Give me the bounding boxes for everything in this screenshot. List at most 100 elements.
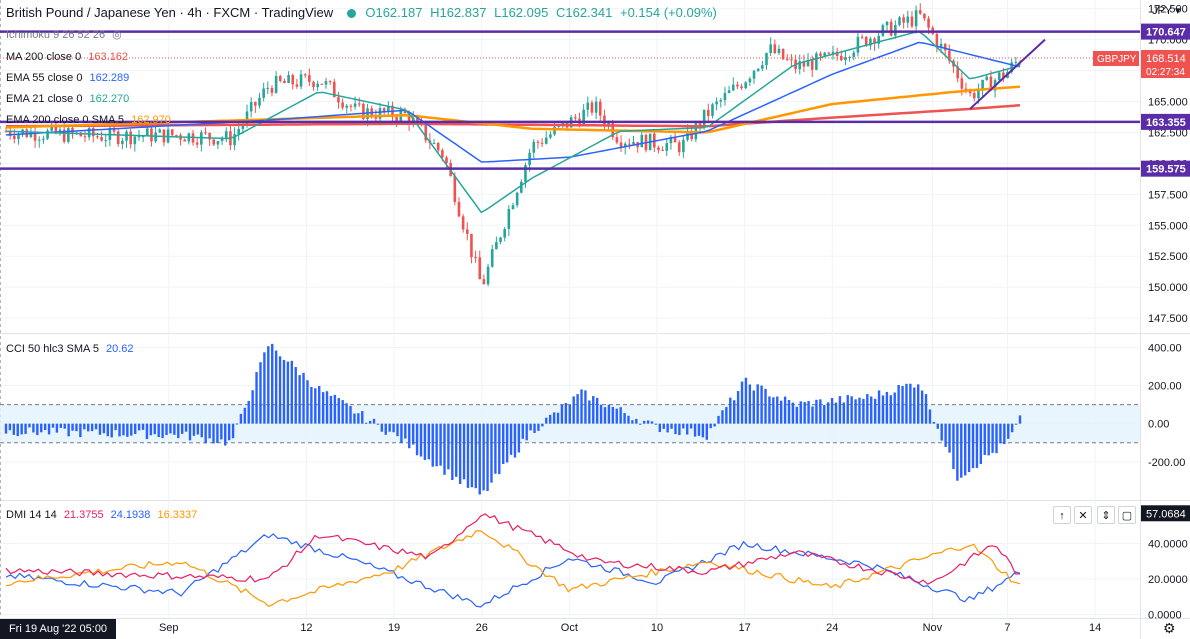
cci-bar: [169, 423, 172, 434]
candle-body: [195, 142, 199, 145]
cci-bar: [505, 423, 509, 463]
cci-bar: [756, 384, 759, 424]
pane-maximize-icon[interactable]: ▢: [1118, 506, 1136, 524]
candle-body: [308, 75, 311, 82]
candle-body: [752, 70, 756, 79]
cci-bar: [470, 423, 474, 488]
cci-bar: [423, 423, 427, 460]
cci-bar: [940, 423, 943, 441]
candle-body: [515, 192, 519, 206]
candle-body: [13, 135, 16, 139]
cci-bar: [545, 417, 548, 424]
pane-close-icon[interactable]: ✕: [1074, 506, 1092, 524]
candle-body: [736, 84, 739, 87]
cci-bar: [639, 423, 642, 425]
dmi-legend[interactable]: DMI 14 14 21.3755 24.1938 16.3337: [6, 509, 198, 521]
cci-bar: [678, 423, 681, 436]
candle-body: [495, 241, 498, 250]
cci-bar: [110, 423, 113, 438]
cci-bar: [623, 413, 626, 424]
candle-body: [407, 113, 411, 125]
dmi-minus-line: [5, 530, 1021, 608]
indicator-ma200[interactable]: MA 200 close 0 163.162: [6, 51, 129, 63]
candle-body: [170, 129, 174, 136]
cci-tick-label: 0.00: [1148, 419, 1169, 431]
candle-body: [894, 25, 897, 36]
candle-body: [470, 233, 473, 258]
cci-bar: [137, 423, 141, 431]
time-tick-label: 19: [388, 622, 400, 634]
currency-dropdown[interactable]: JPY ▾: [1152, 5, 1181, 17]
start-date-badge: Fri 19 Aug '22 05:00: [0, 619, 116, 639]
eye-off-icon[interactable]: ◎: [112, 29, 122, 41]
cci-bar: [71, 423, 74, 431]
candle-body: [254, 102, 257, 106]
cci-bar: [177, 423, 180, 439]
candle-body: [665, 143, 669, 151]
cci-bar: [654, 423, 658, 425]
gear-icon[interactable]: ⚙: [1163, 620, 1176, 636]
candle-body: [104, 139, 108, 141]
cci-bar: [231, 423, 235, 439]
cci-bar: [400, 423, 403, 444]
dmi-tick-label: 40.0000: [1148, 539, 1188, 551]
pane-collapse-icon[interactable]: ⇕: [1097, 506, 1115, 524]
cci-bar: [486, 423, 489, 491]
candle-body: [303, 74, 307, 76]
cci-bar: [866, 394, 869, 424]
ohlc-open: O162.187: [365, 5, 423, 20]
indicator-ema55[interactable]: EMA 55 close 0 162.289: [6, 72, 130, 84]
candle-body: [964, 88, 968, 91]
level-price-label: 170.647: [1146, 27, 1186, 39]
cci-bar: [920, 390, 924, 424]
cci-legend[interactable]: CCI 50 hlc3 SMA 5 20.62: [6, 343, 134, 355]
cci-bar: [913, 387, 916, 424]
cci-bar: [697, 423, 701, 436]
cci-bar: [333, 394, 337, 424]
candle-body: [972, 93, 976, 99]
cci-bar: [682, 423, 685, 429]
cci-bar: [791, 402, 795, 424]
candle-body: [877, 35, 881, 44]
cci-bar: [380, 423, 384, 432]
cci-bar: [149, 423, 153, 436]
cci-bar: [98, 423, 102, 435]
candle-body: [532, 141, 536, 153]
cci-bar: [611, 406, 615, 424]
cci-bar: [509, 423, 513, 455]
cci-bar: [235, 423, 239, 425]
pane-move-up-icon[interactable]: ↑: [1053, 506, 1071, 524]
cci-bar: [533, 423, 536, 433]
candle-body: [582, 109, 585, 125]
candle-body: [145, 128, 149, 137]
cci-bar: [607, 404, 611, 424]
dmi-tick-label: 0.0000: [1148, 609, 1182, 621]
last-price-label: 168.514: [1146, 53, 1186, 65]
cci-bar: [122, 423, 125, 436]
cci-bar: [36, 423, 39, 436]
cci-bar: [846, 395, 849, 424]
indicator-ichimoku[interactable]: Ichimoku 9 26 52 26 ◎: [6, 29, 122, 41]
cci-bar: [255, 372, 258, 424]
cci-bar: [184, 423, 188, 432]
cci-bar: [870, 396, 873, 424]
candle-body: [603, 115, 606, 126]
candle-body: [403, 110, 407, 114]
candle-body: [116, 131, 120, 145]
price-tick-label: 152.500: [1148, 251, 1188, 263]
candle-body: [889, 21, 893, 36]
cci-bar: [28, 423, 31, 428]
time-tick-label: 14: [1089, 622, 1101, 634]
candle-body: [341, 102, 344, 108]
cci-bar: [321, 392, 325, 424]
cci-bar: [956, 423, 959, 481]
indicator-ema200-sma[interactable]: EMA 200 close 0 SMA 5 162.970: [6, 114, 171, 126]
cci-bar: [345, 403, 348, 424]
candle-body: [939, 43, 943, 48]
cci-bar: [776, 396, 779, 424]
candle-body: [125, 131, 128, 141]
candle-body: [657, 147, 660, 150]
candle-body: [756, 68, 760, 71]
indicator-ema21[interactable]: EMA 21 close 0 162.270: [6, 93, 130, 105]
